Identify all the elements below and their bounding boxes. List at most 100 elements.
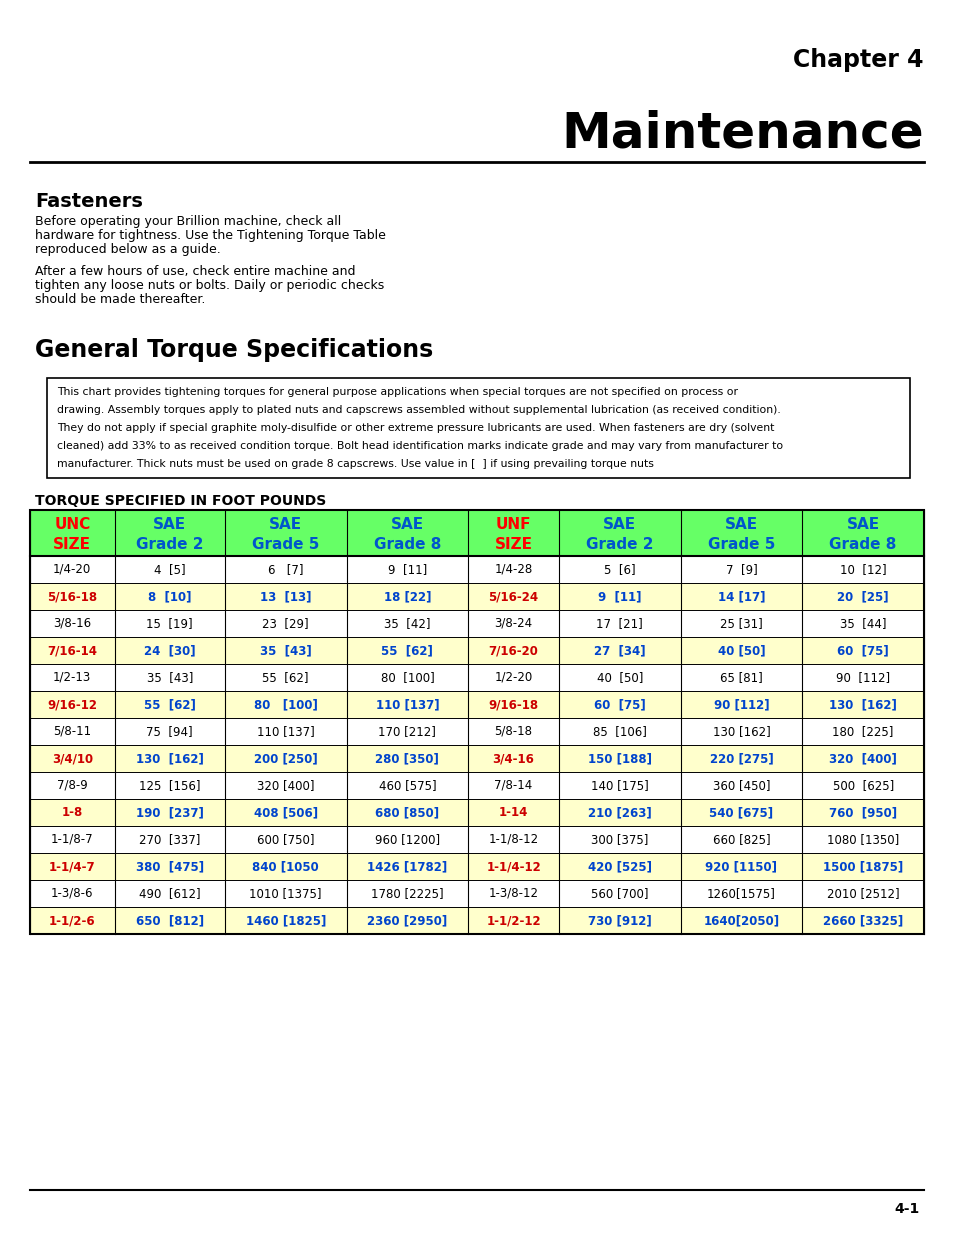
Text: 27  [34]: 27 [34] <box>594 643 645 657</box>
Text: 130  [162]: 130 [162] <box>828 698 896 711</box>
Text: After a few hours of use, check entire machine and: After a few hours of use, check entire m… <box>35 266 355 278</box>
Text: 500  [625]: 500 [625] <box>832 779 893 792</box>
Text: 730 [912]: 730 [912] <box>587 914 651 927</box>
Bar <box>47 378 909 478</box>
Text: SAE: SAE <box>391 517 423 532</box>
Text: This chart provides tightening torques for general purpose applications when spe: This chart provides tightening torques f… <box>57 387 738 396</box>
Text: 90 [112]: 90 [112] <box>713 698 768 711</box>
Text: 1-3/8-6: 1-3/8-6 <box>51 887 93 900</box>
Text: UNF: UNF <box>496 517 531 532</box>
Text: 2010 [2512]: 2010 [2512] <box>826 887 899 900</box>
Text: SAE: SAE <box>602 517 636 532</box>
Text: 2360 [2950]: 2360 [2950] <box>367 914 447 927</box>
Text: They do not apply if special graphite moly-disulfide or other extreme pressure l: They do not apply if special graphite mo… <box>57 424 774 433</box>
Text: Maintenance: Maintenance <box>560 110 923 158</box>
Text: 1-3/8-12: 1-3/8-12 <box>488 887 538 900</box>
Text: 65 [81]: 65 [81] <box>720 671 762 684</box>
Bar <box>30 692 923 718</box>
Text: drawing. Assembly torques apply to plated nuts and capscrews assembled without s: drawing. Assembly torques apply to plate… <box>57 405 780 415</box>
Text: 360 [450]: 360 [450] <box>712 779 769 792</box>
Text: UNC: UNC <box>54 517 91 532</box>
Text: 55  [62]: 55 [62] <box>262 671 309 684</box>
Text: 380  [475]: 380 [475] <box>135 860 204 873</box>
Text: 55  [62]: 55 [62] <box>381 643 433 657</box>
Text: 210 [263]: 210 [263] <box>587 806 651 819</box>
Bar <box>30 583 923 610</box>
Text: 270  [337]: 270 [337] <box>139 832 200 846</box>
Text: 280 [350]: 280 [350] <box>375 752 439 764</box>
Text: Grade 8: Grade 8 <box>374 537 440 552</box>
Text: 8  [10]: 8 [10] <box>148 590 192 603</box>
Text: 5  [6]: 5 [6] <box>603 563 635 576</box>
Text: 35  [42]: 35 [42] <box>384 618 430 630</box>
Text: cleaned) add 33% to as received condition torque. Bolt head identification marks: cleaned) add 33% to as received conditio… <box>57 441 782 451</box>
Text: 960 [1200]: 960 [1200] <box>375 832 439 846</box>
Text: 660 [825]: 660 [825] <box>712 832 769 846</box>
Text: Grade 8: Grade 8 <box>828 537 896 552</box>
Text: 1640[2050]: 1640[2050] <box>702 914 779 927</box>
Text: 9/16-12: 9/16-12 <box>48 698 97 711</box>
Text: SIZE: SIZE <box>494 537 532 552</box>
Text: 75  [94]: 75 [94] <box>146 725 193 739</box>
Text: 600 [750]: 600 [750] <box>256 832 314 846</box>
Text: 490  [612]: 490 [612] <box>139 887 200 900</box>
Text: 920 [1150]: 920 [1150] <box>705 860 777 873</box>
Text: 40  [50]: 40 [50] <box>596 671 642 684</box>
Text: Before operating your Brillion machine, check all: Before operating your Brillion machine, … <box>35 215 341 228</box>
Text: 9  [11]: 9 [11] <box>387 563 427 576</box>
Text: Grade 2: Grade 2 <box>585 537 653 552</box>
Text: 560 [700]: 560 [700] <box>591 887 648 900</box>
Text: 7/8-9: 7/8-9 <box>57 779 88 792</box>
Text: General Torque Specifications: General Torque Specifications <box>35 338 433 362</box>
Text: 1-1/4-12: 1-1/4-12 <box>486 860 540 873</box>
Text: 5/8-18: 5/8-18 <box>494 725 532 739</box>
Text: 80  [100]: 80 [100] <box>380 671 434 684</box>
Text: reproduced below as a guide.: reproduced below as a guide. <box>35 243 220 256</box>
Text: 7/16-20: 7/16-20 <box>488 643 538 657</box>
Text: 170 [212]: 170 [212] <box>378 725 436 739</box>
Bar <box>30 799 923 826</box>
Text: 1/2-20: 1/2-20 <box>494 671 532 684</box>
Text: 1-1/2-6: 1-1/2-6 <box>49 914 95 927</box>
Bar <box>30 853 923 881</box>
Text: 35  [43]: 35 [43] <box>147 671 193 684</box>
Text: 1/2-13: 1/2-13 <box>53 671 91 684</box>
Text: 10  [12]: 10 [12] <box>839 563 885 576</box>
Text: 9/16-18: 9/16-18 <box>488 698 538 711</box>
Text: 200 [250]: 200 [250] <box>253 752 317 764</box>
Text: 110 [137]: 110 [137] <box>375 698 438 711</box>
Text: SAE: SAE <box>845 517 879 532</box>
Text: 5/16-24: 5/16-24 <box>488 590 538 603</box>
Text: 540 [675]: 540 [675] <box>709 806 773 819</box>
Text: 1460 [1825]: 1460 [1825] <box>245 914 326 927</box>
Text: 1500 [1875]: 1500 [1875] <box>822 860 902 873</box>
Text: 1/4-28: 1/4-28 <box>494 563 532 576</box>
Text: 840 [1050: 840 [1050 <box>253 860 318 873</box>
Text: 1-8: 1-8 <box>62 806 83 819</box>
Bar <box>30 510 923 556</box>
Text: 1080 [1350]: 1080 [1350] <box>826 832 899 846</box>
Text: 85  [106]: 85 [106] <box>592 725 646 739</box>
Text: 1-1/8-7: 1-1/8-7 <box>51 832 93 846</box>
Text: 1010 [1375]: 1010 [1375] <box>250 887 321 900</box>
Text: 650  [812]: 650 [812] <box>135 914 204 927</box>
Text: 760  [950]: 760 [950] <box>828 806 896 819</box>
Text: 15  [19]: 15 [19] <box>146 618 193 630</box>
Text: 7/16-14: 7/16-14 <box>48 643 97 657</box>
Text: 90  [112]: 90 [112] <box>835 671 889 684</box>
Text: SAE: SAE <box>269 517 302 532</box>
Text: 1-14: 1-14 <box>498 806 528 819</box>
Text: 110 [137]: 110 [137] <box>256 725 314 739</box>
Bar <box>30 637 923 664</box>
Text: manufacturer. Thick nuts must be used on grade 8 capscrews. Use value in [  ] if: manufacturer. Thick nuts must be used on… <box>57 459 653 469</box>
Text: Fasteners: Fasteners <box>35 191 143 211</box>
Text: 420 [525]: 420 [525] <box>587 860 651 873</box>
Text: 320 [400]: 320 [400] <box>256 779 314 792</box>
Text: 460 [575]: 460 [575] <box>378 779 436 792</box>
Text: 55  [62]: 55 [62] <box>144 698 195 711</box>
Text: 680 [850]: 680 [850] <box>375 806 439 819</box>
Text: 1-1/4-7: 1-1/4-7 <box>49 860 95 873</box>
Text: 14 [17]: 14 [17] <box>717 590 764 603</box>
Text: 300 [375]: 300 [375] <box>591 832 648 846</box>
Text: 6   [7]: 6 [7] <box>268 563 303 576</box>
